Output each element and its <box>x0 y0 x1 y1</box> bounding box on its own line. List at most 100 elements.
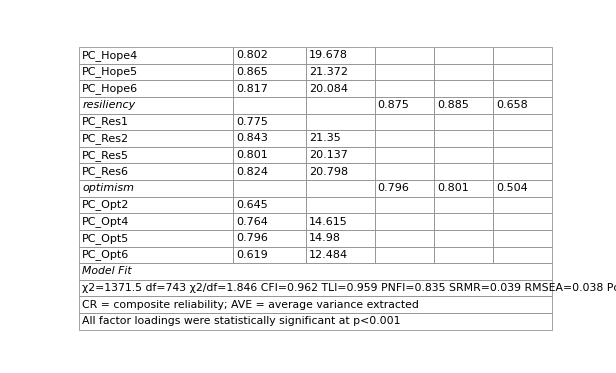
Text: PC_Res2: PC_Res2 <box>82 133 129 144</box>
Bar <box>79 197 233 213</box>
Bar <box>493 97 552 113</box>
Bar <box>306 130 375 147</box>
Text: PC_Hope4: PC_Hope4 <box>82 50 139 61</box>
Bar <box>79 280 552 297</box>
Bar <box>434 197 493 213</box>
Bar <box>233 247 306 263</box>
Text: 0.802: 0.802 <box>236 50 268 60</box>
Bar <box>79 297 552 313</box>
Bar <box>493 47 552 64</box>
Text: 14.615: 14.615 <box>309 217 348 227</box>
Text: 0.658: 0.658 <box>496 100 527 110</box>
Bar <box>233 64 306 80</box>
Text: resiliency: resiliency <box>82 100 136 110</box>
Bar <box>306 163 375 180</box>
Bar <box>233 163 306 180</box>
Text: PC_Hope6: PC_Hope6 <box>82 83 139 94</box>
Bar <box>79 64 233 80</box>
Text: 0.764: 0.764 <box>236 217 268 227</box>
Text: 20.137: 20.137 <box>309 150 348 160</box>
Bar <box>79 247 233 263</box>
Bar <box>375 47 434 64</box>
Bar <box>306 180 375 197</box>
Text: PC_Opt2: PC_Opt2 <box>82 200 129 210</box>
Bar <box>493 64 552 80</box>
Bar <box>306 80 375 97</box>
Bar <box>375 97 434 113</box>
Text: 19.678: 19.678 <box>309 50 348 60</box>
Text: 0.504: 0.504 <box>496 184 527 193</box>
Bar <box>79 163 233 180</box>
Bar <box>79 230 233 247</box>
Bar <box>233 180 306 197</box>
Bar <box>493 113 552 130</box>
Bar <box>434 47 493 64</box>
Bar <box>493 147 552 163</box>
Bar <box>306 64 375 80</box>
Text: PC_Opt5: PC_Opt5 <box>82 233 129 244</box>
Bar <box>434 163 493 180</box>
Text: All factor loadings were statistically significant at p<0.001: All factor loadings were statistically s… <box>82 316 400 326</box>
Bar <box>233 147 306 163</box>
Bar <box>79 263 552 280</box>
Text: 0.843: 0.843 <box>236 134 268 144</box>
Bar <box>493 180 552 197</box>
Bar <box>79 180 233 197</box>
Bar <box>375 197 434 213</box>
Text: 0.824: 0.824 <box>236 167 268 177</box>
Text: 21.372: 21.372 <box>309 67 348 77</box>
Bar <box>79 97 233 113</box>
Bar <box>375 130 434 147</box>
Text: PC_Opt4: PC_Opt4 <box>82 216 129 227</box>
Bar <box>434 80 493 97</box>
Bar <box>375 213 434 230</box>
Bar <box>493 247 552 263</box>
Text: 0.817: 0.817 <box>236 84 268 94</box>
Bar <box>306 247 375 263</box>
Text: 0.619: 0.619 <box>236 250 267 260</box>
Bar <box>306 113 375 130</box>
Text: 14.98: 14.98 <box>309 233 341 243</box>
Text: 20.798: 20.798 <box>309 167 348 177</box>
Bar <box>493 197 552 213</box>
Text: 0.645: 0.645 <box>236 200 267 210</box>
Bar <box>233 47 306 64</box>
Bar <box>375 80 434 97</box>
Text: 12.484: 12.484 <box>309 250 348 260</box>
Bar <box>434 180 493 197</box>
Text: 0.775: 0.775 <box>236 117 268 127</box>
Bar <box>434 64 493 80</box>
Bar <box>493 130 552 147</box>
Bar <box>233 197 306 213</box>
Bar <box>434 130 493 147</box>
Bar <box>79 147 233 163</box>
Text: 0.801: 0.801 <box>437 184 469 193</box>
Text: 0.875: 0.875 <box>378 100 410 110</box>
Bar <box>306 147 375 163</box>
Text: χ2=1371.5 df=743 χ2/df=1.846 CFI=0.962 TLI=0.959 PNFI=0.835 SRMR=0.039 RMSEA=0.0: χ2=1371.5 df=743 χ2/df=1.846 CFI=0.962 T… <box>82 283 616 293</box>
Bar <box>79 80 233 97</box>
Bar <box>79 213 233 230</box>
Bar <box>233 113 306 130</box>
Text: PC_Res5: PC_Res5 <box>82 150 129 160</box>
Bar <box>306 47 375 64</box>
Text: 0.796: 0.796 <box>236 233 268 243</box>
Bar <box>233 97 306 113</box>
Bar <box>79 313 552 330</box>
Bar <box>375 163 434 180</box>
Bar <box>375 64 434 80</box>
Text: Model Fit: Model Fit <box>82 266 132 276</box>
Bar <box>493 230 552 247</box>
Text: CR = composite reliability; AVE = average variance extracted: CR = composite reliability; AVE = averag… <box>82 300 419 310</box>
Bar <box>306 213 375 230</box>
Bar <box>434 213 493 230</box>
Bar <box>306 197 375 213</box>
Bar <box>375 247 434 263</box>
Bar <box>375 230 434 247</box>
Bar <box>493 80 552 97</box>
Text: PC_Opt6: PC_Opt6 <box>82 250 129 260</box>
Bar <box>434 247 493 263</box>
Bar <box>375 147 434 163</box>
Bar <box>233 130 306 147</box>
Text: 21.35: 21.35 <box>309 134 341 144</box>
